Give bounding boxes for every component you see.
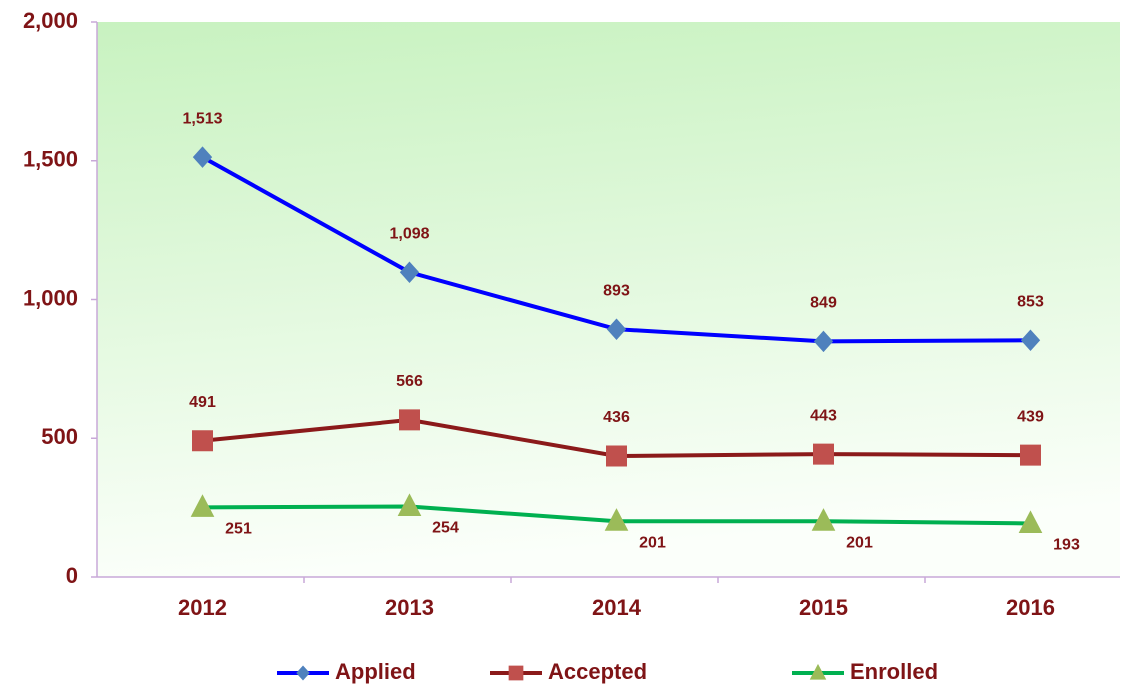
x-tick-label: 2014 bbox=[592, 595, 642, 620]
data-label: 201 bbox=[846, 534, 873, 551]
y-tick-label: 2,000 bbox=[23, 8, 78, 33]
data-label: 254 bbox=[432, 520, 459, 537]
data-label: 1,098 bbox=[389, 226, 429, 243]
marker bbox=[1020, 329, 1041, 352]
legend-marker bbox=[809, 663, 827, 680]
y-tick-label: 0 bbox=[66, 563, 78, 588]
marker bbox=[192, 430, 213, 452]
data-label: 849 bbox=[810, 295, 837, 312]
marker bbox=[192, 146, 213, 168]
marker bbox=[190, 494, 215, 517]
data-label: 893 bbox=[603, 282, 630, 299]
plot-area bbox=[97, 22, 1120, 577]
marker bbox=[399, 261, 420, 284]
data-label: 566 bbox=[396, 373, 423, 390]
legend-label: Applied bbox=[335, 659, 416, 684]
marker bbox=[604, 508, 629, 531]
marker bbox=[813, 443, 834, 465]
x-tick-label: 2016 bbox=[1006, 595, 1055, 620]
marker bbox=[1018, 510, 1043, 533]
x-tick-label: 2012 bbox=[178, 595, 227, 620]
y-tick-label: 500 bbox=[41, 424, 78, 449]
marker bbox=[606, 445, 627, 467]
y-tick-label: 1,000 bbox=[23, 285, 78, 310]
marker bbox=[399, 409, 420, 431]
marker bbox=[606, 318, 627, 340]
marker bbox=[397, 493, 422, 517]
data-label: 443 bbox=[810, 407, 837, 424]
marker bbox=[811, 508, 836, 531]
marker bbox=[813, 330, 834, 353]
marker bbox=[1020, 444, 1041, 466]
x-tick-label: 2015 bbox=[799, 595, 848, 620]
data-label: 491 bbox=[189, 394, 216, 411]
data-label: 853 bbox=[1017, 294, 1044, 311]
data-label: 1,513 bbox=[182, 110, 222, 127]
x-tick-label: 2013 bbox=[385, 595, 434, 620]
data-label: 436 bbox=[603, 409, 630, 426]
legend-label: Enrolled bbox=[850, 659, 938, 684]
legend-marker bbox=[296, 665, 310, 681]
y-tick-label: 1,500 bbox=[23, 147, 78, 172]
legend-marker bbox=[508, 665, 524, 681]
data-label: 251 bbox=[225, 521, 252, 538]
legend-label: Accepted bbox=[548, 659, 647, 684]
data-label: 439 bbox=[1017, 408, 1044, 425]
data-label: 193 bbox=[1053, 537, 1080, 554]
data-label: 201 bbox=[639, 534, 666, 551]
